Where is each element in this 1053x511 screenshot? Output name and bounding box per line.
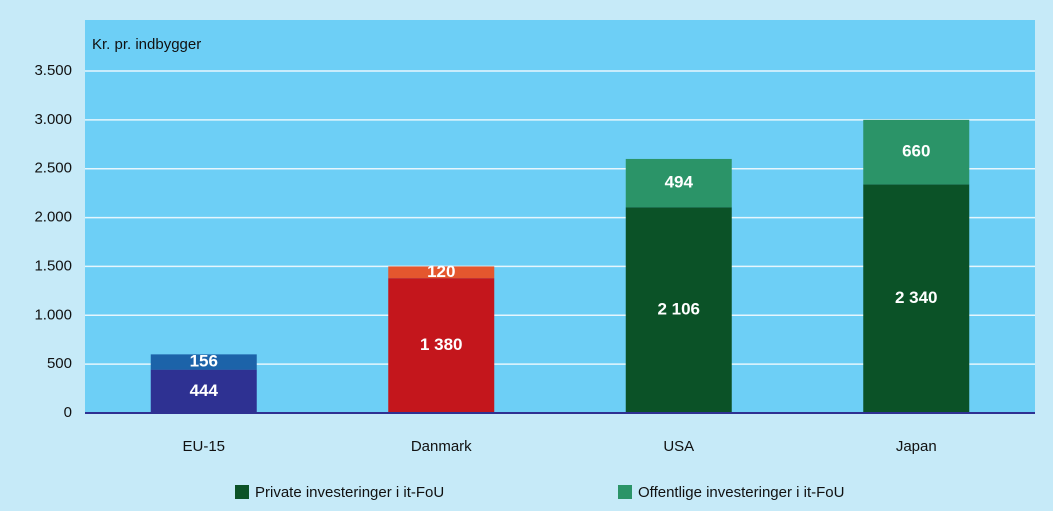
value-label: 120	[427, 262, 455, 281]
bar-segment	[863, 119, 970, 185]
y-axis-label: Kr. pr. indbygger	[92, 36, 201, 53]
bar-segment	[150, 369, 257, 413]
value-label: 494	[665, 173, 694, 192]
y-tick-label: 3.000	[34, 111, 72, 128]
value-label: 444	[190, 381, 219, 400]
y-tick-label: 3.500	[34, 62, 72, 79]
x-tick-label: Danmark	[411, 438, 472, 455]
y-tick-label: 1.000	[34, 306, 72, 323]
bar-segment	[150, 354, 257, 370]
bar-segment	[863, 184, 970, 413]
bar-segment	[388, 266, 495, 279]
bar-segment	[388, 278, 495, 413]
value-label: 2 340	[895, 288, 938, 307]
bar-segment	[625, 207, 732, 413]
value-label: 2 106	[657, 300, 700, 319]
y-tick-label: 0	[64, 404, 72, 421]
value-label: 1 380	[420, 335, 463, 354]
value-label: 660	[902, 142, 930, 161]
legend-label: Private investeringer i it-FoU	[255, 484, 444, 501]
y-tick-label: 1.500	[34, 257, 72, 274]
x-tick-label: Japan	[896, 438, 937, 455]
value-label: 156	[190, 351, 218, 370]
legend-label: Offentlige investeringer i it-FoU	[638, 484, 844, 501]
x-tick-label: EU-15	[182, 438, 225, 455]
bar-segment	[625, 158, 732, 208]
y-tick-label: 500	[47, 355, 72, 372]
x-tick-label: USA	[663, 438, 694, 455]
y-tick-label: 2.500	[34, 160, 72, 177]
legend-swatch	[235, 485, 249, 499]
legend-swatch	[618, 485, 632, 499]
y-tick-label: 2.000	[34, 209, 72, 226]
